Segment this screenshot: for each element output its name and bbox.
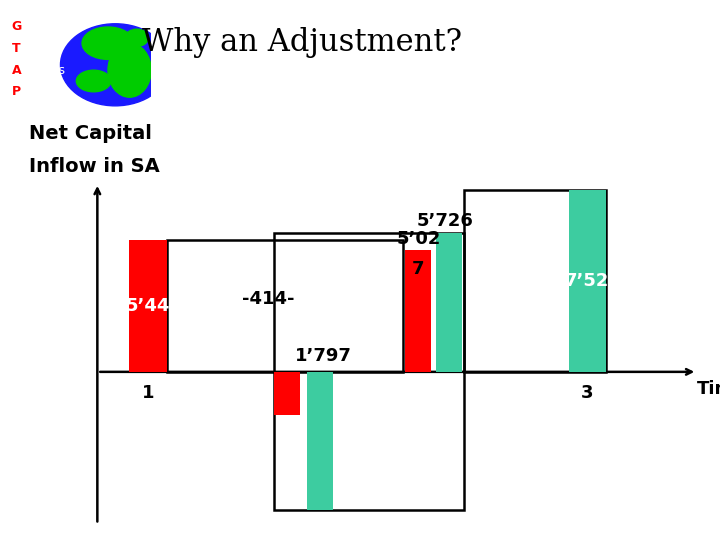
Text: -414-: -414- xyxy=(242,291,294,308)
Bar xyxy=(436,233,462,372)
Bar xyxy=(130,240,166,372)
Text: 5’726: 5’726 xyxy=(417,212,474,230)
Text: 5’02: 5’02 xyxy=(396,230,441,248)
Bar xyxy=(307,372,333,510)
Text: roject: roject xyxy=(23,85,58,98)
Ellipse shape xyxy=(82,27,134,59)
Text: Time: Time xyxy=(697,380,720,398)
Text: 1’797: 1’797 xyxy=(295,347,352,364)
Bar xyxy=(569,190,606,372)
Text: 3: 3 xyxy=(581,384,593,402)
Ellipse shape xyxy=(108,43,151,97)
Ellipse shape xyxy=(76,70,111,92)
Text: lobal: lobal xyxy=(23,21,53,33)
Text: P: P xyxy=(12,85,21,98)
Text: 7’52: 7’52 xyxy=(565,272,610,290)
Text: 5’44: 5’44 xyxy=(126,297,170,315)
Text: A: A xyxy=(12,64,21,77)
Bar xyxy=(274,233,464,510)
Text: rade: rade xyxy=(23,42,52,55)
Text: Net Capital: Net Capital xyxy=(29,124,152,143)
Text: Why an Adjustment?: Why an Adjustment? xyxy=(143,27,462,58)
Circle shape xyxy=(60,24,170,106)
Bar xyxy=(405,250,431,372)
Bar xyxy=(166,240,403,372)
Text: nalysis: nalysis xyxy=(23,64,66,77)
Text: 7: 7 xyxy=(412,260,425,278)
Bar xyxy=(274,372,300,415)
Text: G: G xyxy=(12,21,22,33)
Text: T: T xyxy=(12,42,20,55)
Text: 1: 1 xyxy=(142,384,154,402)
Bar xyxy=(464,190,606,372)
Text: Inflow in SA: Inflow in SA xyxy=(29,157,160,176)
Ellipse shape xyxy=(125,29,148,46)
